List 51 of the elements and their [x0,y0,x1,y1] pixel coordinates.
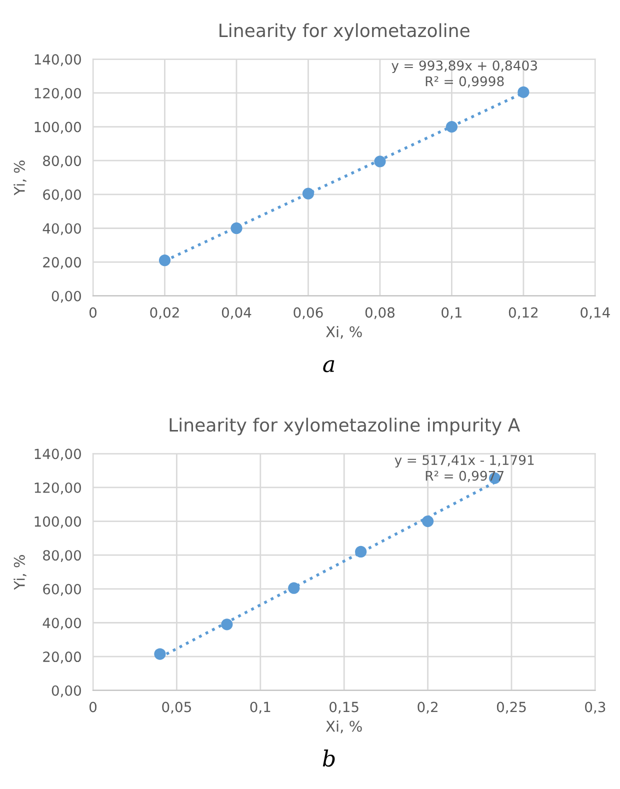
x-tick-label: 0,02 [150,307,179,320]
y-tick-label: 120,00 [34,482,81,494]
x-tick-label: 0,14 [580,307,610,320]
chart-title: Linearity for xylometazoline [220,23,470,41]
y-tick-label: 140,00 [34,448,81,461]
y-tick-label: 40,00 [42,618,81,630]
point [302,188,314,200]
x-tick-label: 0,15 [330,702,358,714]
point [422,515,434,528]
x-tick-label: 0,05 [162,702,191,714]
chart-title: Linearity for xylometazoline impurity A [170,418,520,436]
y-axis-title: Yi, % [14,160,26,196]
x-tick-label: 0,1 [442,307,462,320]
point [221,618,233,630]
y-axis-title: Yi, % [14,555,26,590]
y-tick-label: 60,00 [43,584,81,596]
point [288,582,300,594]
y-tick-label: 0,00 [52,685,81,698]
x-tick-label: 0 [89,307,96,318]
y-tick-label: 20,00 [43,652,81,664]
x-tick-label: 0,2 [418,702,438,714]
y-tick-label: 0,00 [52,290,81,303]
x-axis-title: Xi, % [326,326,362,339]
point [518,86,530,98]
x-tick-label: 0,25 [496,702,526,714]
y-tick-label: 140,00 [34,54,81,66]
y-tick-label: 100,00 [34,516,81,528]
y-tick-label: 60,00 [43,189,81,202]
point [158,254,171,266]
y-tick-label: 40,00 [42,223,81,236]
x-tick-label: 0,04 [222,307,252,320]
x-tick-label: 0,06 [294,307,323,320]
x-tick-label: 0,12 [508,307,538,320]
text: b [322,750,335,767]
y-tick-label: 120,00 [34,88,81,100]
y-tick-label: 80,00 [43,156,81,168]
y-tick-label: 100,00 [34,122,81,134]
point [374,156,386,168]
point [230,222,242,234]
y-tick-label: 20,00 [43,257,81,269]
y-tick-label: 80,00 [43,550,81,562]
x-tick-label: 0,1 [250,702,270,714]
x-tick-label: 0,08 [365,307,394,320]
annotation: y = 993,89x + 0,8403 R² = 0,9998 [392,60,537,88]
x-tick-label: 0 [89,702,96,712]
point [355,546,367,558]
x-tick-label: 0,3 [585,702,606,714]
point [446,120,458,133]
point [154,648,166,660]
text: a [323,360,334,372]
x-axis-title: Xi, % [326,720,362,734]
